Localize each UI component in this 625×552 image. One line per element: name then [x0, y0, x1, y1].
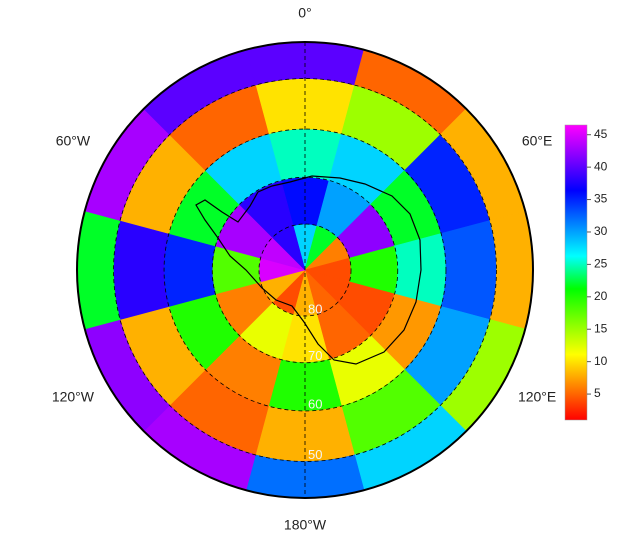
map-border	[76, 41, 534, 499]
colorbar-label: 35	[594, 192, 608, 206]
cell	[440, 220, 497, 320]
latitude-label: 70	[308, 348, 322, 363]
colorbar-label: 5	[594, 386, 601, 400]
longitude-label: 60°E	[522, 133, 553, 149]
longitude-label: 120°W	[52, 389, 95, 405]
longitude-label: 180°W	[284, 517, 327, 533]
colorbar-label: 45	[594, 127, 608, 141]
latitude-circle	[113, 78, 497, 462]
colorbar: 5 10 15 20 25 30 35 40 45	[564, 124, 608, 421]
cell	[163, 233, 216, 307]
colorbar-label: 30	[594, 224, 608, 238]
latitude-circle	[258, 223, 352, 317]
colorbar-label: 10	[594, 354, 608, 368]
latitude-label: 80	[308, 301, 322, 316]
colorbar-bar	[564, 124, 588, 421]
coastline	[195, 175, 422, 365]
latitude-label: 50	[308, 447, 322, 462]
colorbar-label: 15	[594, 321, 608, 335]
longitude-label: 60°W	[56, 133, 91, 149]
graticule	[113, 42, 497, 498]
colorbar-label: 40	[594, 159, 608, 173]
longitude-label: 120°E	[518, 389, 556, 405]
longitude-label: 0°	[298, 5, 311, 21]
colorbar-label: 25	[594, 257, 608, 271]
latitude-label: 60	[308, 396, 322, 411]
cell	[113, 220, 170, 320]
colorbar-label: 20	[594, 289, 608, 303]
latitude-circle	[211, 176, 399, 364]
latitude-circle	[163, 128, 447, 412]
labels: 80 70 60 50 0° 60°E 120°E 180°W 120°W 60°W	[52, 5, 556, 533]
